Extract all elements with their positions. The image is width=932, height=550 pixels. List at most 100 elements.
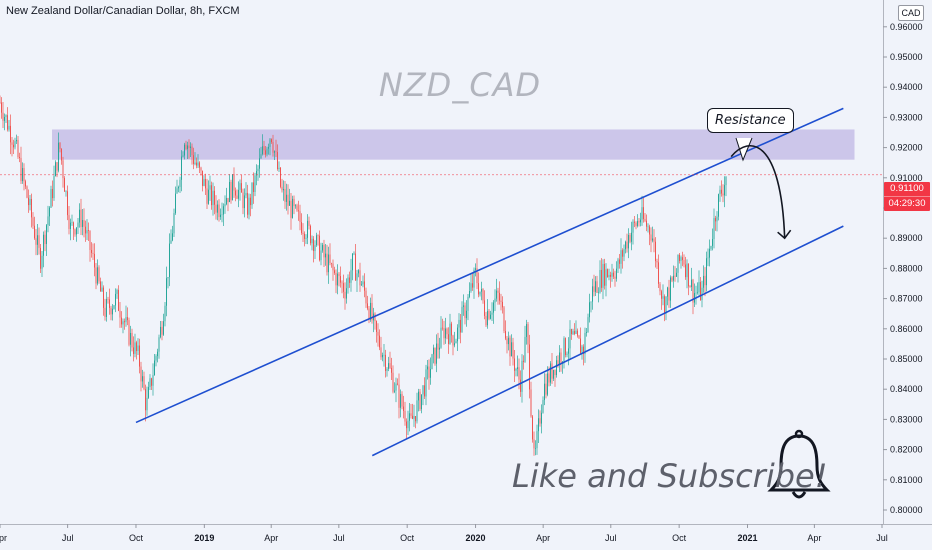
candle-body xyxy=(512,342,514,359)
candle-body xyxy=(34,225,35,239)
candle-body xyxy=(464,305,466,319)
candle-body xyxy=(487,310,488,326)
candle-body xyxy=(532,416,533,440)
candle-body xyxy=(50,188,52,208)
candle-body xyxy=(478,283,479,295)
candle-body xyxy=(709,248,710,258)
candle-body xyxy=(239,183,241,190)
candle-body xyxy=(673,275,674,281)
candle-body xyxy=(371,302,373,321)
candle-body xyxy=(277,152,278,169)
candle-body xyxy=(592,286,593,302)
candle-body xyxy=(275,151,277,153)
last-price: 0.91100 xyxy=(890,183,924,194)
candle-body xyxy=(659,283,661,292)
candle-body xyxy=(32,217,34,226)
candle-body xyxy=(602,263,604,288)
candle-body xyxy=(628,234,629,249)
candle-body xyxy=(383,354,385,356)
candle-body xyxy=(236,195,238,199)
candle-body xyxy=(397,383,398,385)
candle-body xyxy=(719,189,721,195)
candle-body xyxy=(382,355,383,358)
candle-body xyxy=(433,347,434,355)
candle-body xyxy=(508,337,509,345)
candle-body xyxy=(604,263,605,286)
candle-body xyxy=(716,216,718,222)
candle-body xyxy=(106,299,107,317)
currency-badge[interactable]: CAD xyxy=(898,5,924,21)
candle-body xyxy=(563,338,565,362)
candle-body xyxy=(200,167,202,171)
channel-upper-line[interactable] xyxy=(135,107,844,424)
candle-body xyxy=(124,321,125,323)
candle-body xyxy=(221,214,223,216)
candle-body xyxy=(314,245,316,252)
candle-body xyxy=(196,162,197,166)
candle-body xyxy=(224,204,226,207)
y-tick-label: 0.87000 xyxy=(890,294,923,304)
resistance-zone[interactable] xyxy=(52,129,855,160)
candle-body xyxy=(130,332,131,345)
candle-body xyxy=(368,308,370,320)
candle-body xyxy=(100,281,101,292)
candle-body xyxy=(428,366,430,378)
candle-body xyxy=(451,323,452,336)
candle-body xyxy=(214,190,215,205)
candle-body xyxy=(409,413,410,421)
last-price-tag: 0.91100 04:29:30 xyxy=(884,182,930,211)
candle-body xyxy=(376,321,377,332)
candle-body xyxy=(26,186,28,198)
plot-background xyxy=(0,0,883,524)
y-tick-label: 0.89000 xyxy=(890,233,923,243)
candle-body xyxy=(680,257,682,261)
candle-body xyxy=(509,337,511,357)
candle-body xyxy=(566,353,568,355)
candle-body xyxy=(646,220,647,227)
candle-body xyxy=(527,324,529,345)
candle-body xyxy=(370,302,371,320)
candle-body xyxy=(608,274,610,278)
candle-body xyxy=(460,319,461,333)
candle-body xyxy=(511,342,512,357)
candle-body xyxy=(575,330,577,334)
candle-body xyxy=(635,222,637,226)
channel-lower-line[interactable] xyxy=(371,225,844,457)
candle-body xyxy=(353,253,355,255)
candle-body xyxy=(344,291,346,299)
x-tick-label: Jul xyxy=(876,533,888,543)
candle-body xyxy=(233,174,235,191)
candle-body xyxy=(458,319,460,328)
candle-body xyxy=(38,235,40,248)
candle-body xyxy=(695,292,697,294)
candle-body xyxy=(388,363,389,369)
candle-body xyxy=(131,332,133,348)
candle-body xyxy=(691,279,692,288)
x-tick-label: Apr xyxy=(807,533,821,543)
candle-body xyxy=(548,373,550,383)
candle-body xyxy=(505,330,506,339)
candle-body xyxy=(11,142,13,145)
candle-body xyxy=(632,221,634,233)
candle-body xyxy=(557,360,559,365)
candle-body xyxy=(136,342,137,351)
candle-body xyxy=(94,253,95,268)
candle-body xyxy=(44,234,46,245)
candle-body xyxy=(476,268,478,284)
candle-body xyxy=(422,385,424,395)
candle-body xyxy=(77,222,79,228)
candle-body xyxy=(391,367,392,373)
candle-body xyxy=(164,305,166,322)
candle-body xyxy=(158,337,160,352)
candle-body xyxy=(283,188,284,191)
candle-body xyxy=(482,288,484,301)
projection-arrow[interactable] xyxy=(730,144,786,239)
candle-body xyxy=(449,323,451,344)
candle-body xyxy=(35,238,37,245)
y-tick-label: 0.97000 xyxy=(890,0,923,2)
candle-body xyxy=(223,206,224,215)
candle-body xyxy=(79,209,80,223)
candle-body xyxy=(649,226,650,235)
candle-body xyxy=(359,270,361,286)
